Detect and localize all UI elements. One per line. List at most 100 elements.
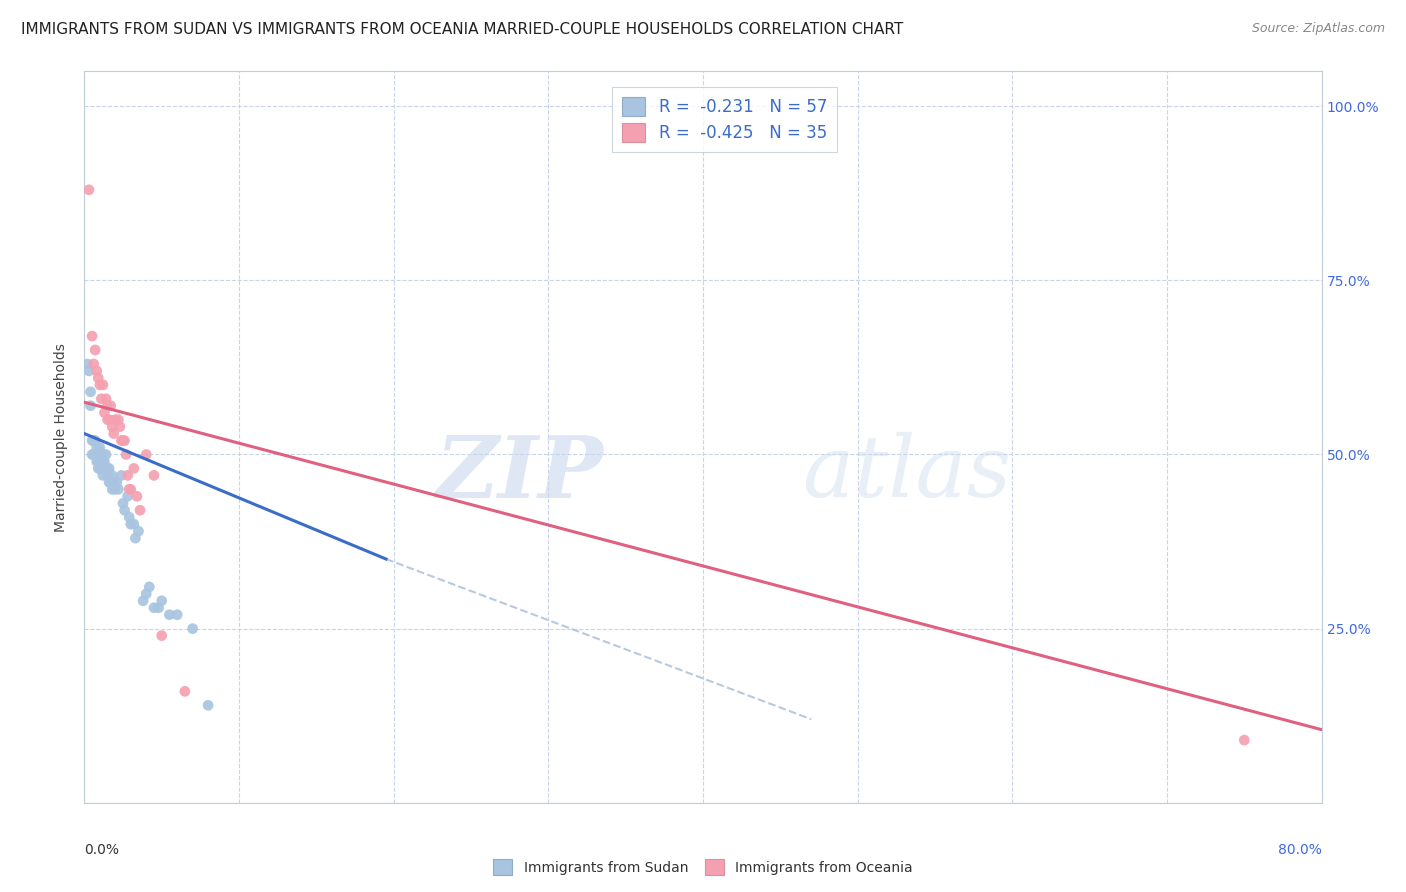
Point xyxy=(84,448,107,462)
Point xyxy=(117,489,139,503)
Point xyxy=(101,419,124,434)
Point xyxy=(89,441,111,455)
Point xyxy=(94,392,117,406)
Point xyxy=(79,399,101,413)
Point xyxy=(97,461,120,475)
Point xyxy=(97,468,120,483)
Point xyxy=(91,468,114,483)
Legend: Immigrants from Sudan, Immigrants from Oceania: Immigrants from Sudan, Immigrants from O… xyxy=(488,854,918,880)
Text: ZIP: ZIP xyxy=(436,432,605,516)
Point xyxy=(93,406,115,420)
Point xyxy=(97,399,120,413)
Point xyxy=(181,622,204,636)
Point xyxy=(91,454,114,468)
Point xyxy=(135,448,157,462)
Point xyxy=(97,412,120,426)
Point xyxy=(82,329,104,343)
Point xyxy=(115,448,138,462)
Text: IMMIGRANTS FROM SUDAN VS IMMIGRANTS FROM OCEANIA MARRIED-COUPLE HOUSEHOLDS CORRE: IMMIGRANTS FROM SUDAN VS IMMIGRANTS FROM… xyxy=(21,22,903,37)
Point xyxy=(98,412,121,426)
Legend: R =  -0.231   N = 57, R =  -0.425   N = 35: R = -0.231 N = 57, R = -0.425 N = 35 xyxy=(612,87,837,153)
Point xyxy=(125,489,148,503)
Point xyxy=(90,454,112,468)
Point xyxy=(89,377,111,392)
Point xyxy=(138,580,160,594)
Point xyxy=(128,524,150,538)
Point xyxy=(86,364,108,378)
Point xyxy=(91,377,114,392)
Point xyxy=(150,594,173,608)
Point xyxy=(83,448,105,462)
Point xyxy=(143,468,166,483)
Point xyxy=(150,629,173,643)
Point xyxy=(82,448,104,462)
Point xyxy=(100,475,122,490)
Point xyxy=(103,475,125,490)
Point xyxy=(87,448,110,462)
Point xyxy=(104,483,127,497)
Point xyxy=(112,434,135,448)
Point xyxy=(86,441,108,455)
Point xyxy=(107,483,129,497)
Point xyxy=(143,600,166,615)
Point xyxy=(101,483,124,497)
Point xyxy=(89,461,111,475)
Point xyxy=(108,419,131,434)
Point xyxy=(76,357,98,371)
Point xyxy=(98,461,121,475)
Text: 80.0%: 80.0% xyxy=(1278,843,1322,857)
Point xyxy=(104,412,127,426)
Point xyxy=(87,454,110,468)
Point xyxy=(120,517,142,532)
Point xyxy=(148,600,170,615)
Point xyxy=(91,448,114,462)
Point xyxy=(122,461,145,475)
Point xyxy=(107,412,129,426)
Point xyxy=(90,392,112,406)
Point xyxy=(77,364,100,378)
Point xyxy=(135,587,157,601)
Text: atlas: atlas xyxy=(801,433,1011,515)
Point xyxy=(82,434,104,448)
Point xyxy=(98,475,121,490)
Point xyxy=(77,183,100,197)
Text: Source: ZipAtlas.com: Source: ZipAtlas.com xyxy=(1251,22,1385,36)
Point xyxy=(94,448,117,462)
Point xyxy=(110,468,132,483)
Point xyxy=(83,357,105,371)
Point xyxy=(129,503,152,517)
Point xyxy=(118,510,141,524)
Point xyxy=(90,448,112,462)
Y-axis label: Married-couple Households: Married-couple Households xyxy=(55,343,69,532)
Point xyxy=(112,496,135,510)
Point xyxy=(101,468,124,483)
Point xyxy=(100,399,122,413)
Text: 0.0%: 0.0% xyxy=(84,843,120,857)
Point xyxy=(132,594,155,608)
Point xyxy=(159,607,181,622)
Point xyxy=(174,684,197,698)
Point xyxy=(89,448,111,462)
Point xyxy=(118,483,141,497)
Point xyxy=(114,503,136,517)
Point xyxy=(84,434,107,448)
Point xyxy=(166,607,188,622)
Point xyxy=(94,461,117,475)
Point xyxy=(120,483,142,497)
Point xyxy=(93,461,115,475)
Point xyxy=(114,434,136,448)
Point xyxy=(110,434,132,448)
Point xyxy=(1233,733,1256,747)
Point xyxy=(117,468,139,483)
Point xyxy=(124,531,146,545)
Point xyxy=(93,454,115,468)
Point xyxy=(197,698,219,713)
Point xyxy=(103,426,125,441)
Point xyxy=(87,371,110,385)
Point xyxy=(87,461,110,475)
Point xyxy=(84,343,107,357)
Point xyxy=(83,434,105,448)
Point xyxy=(105,475,128,490)
Point xyxy=(122,517,145,532)
Point xyxy=(86,454,108,468)
